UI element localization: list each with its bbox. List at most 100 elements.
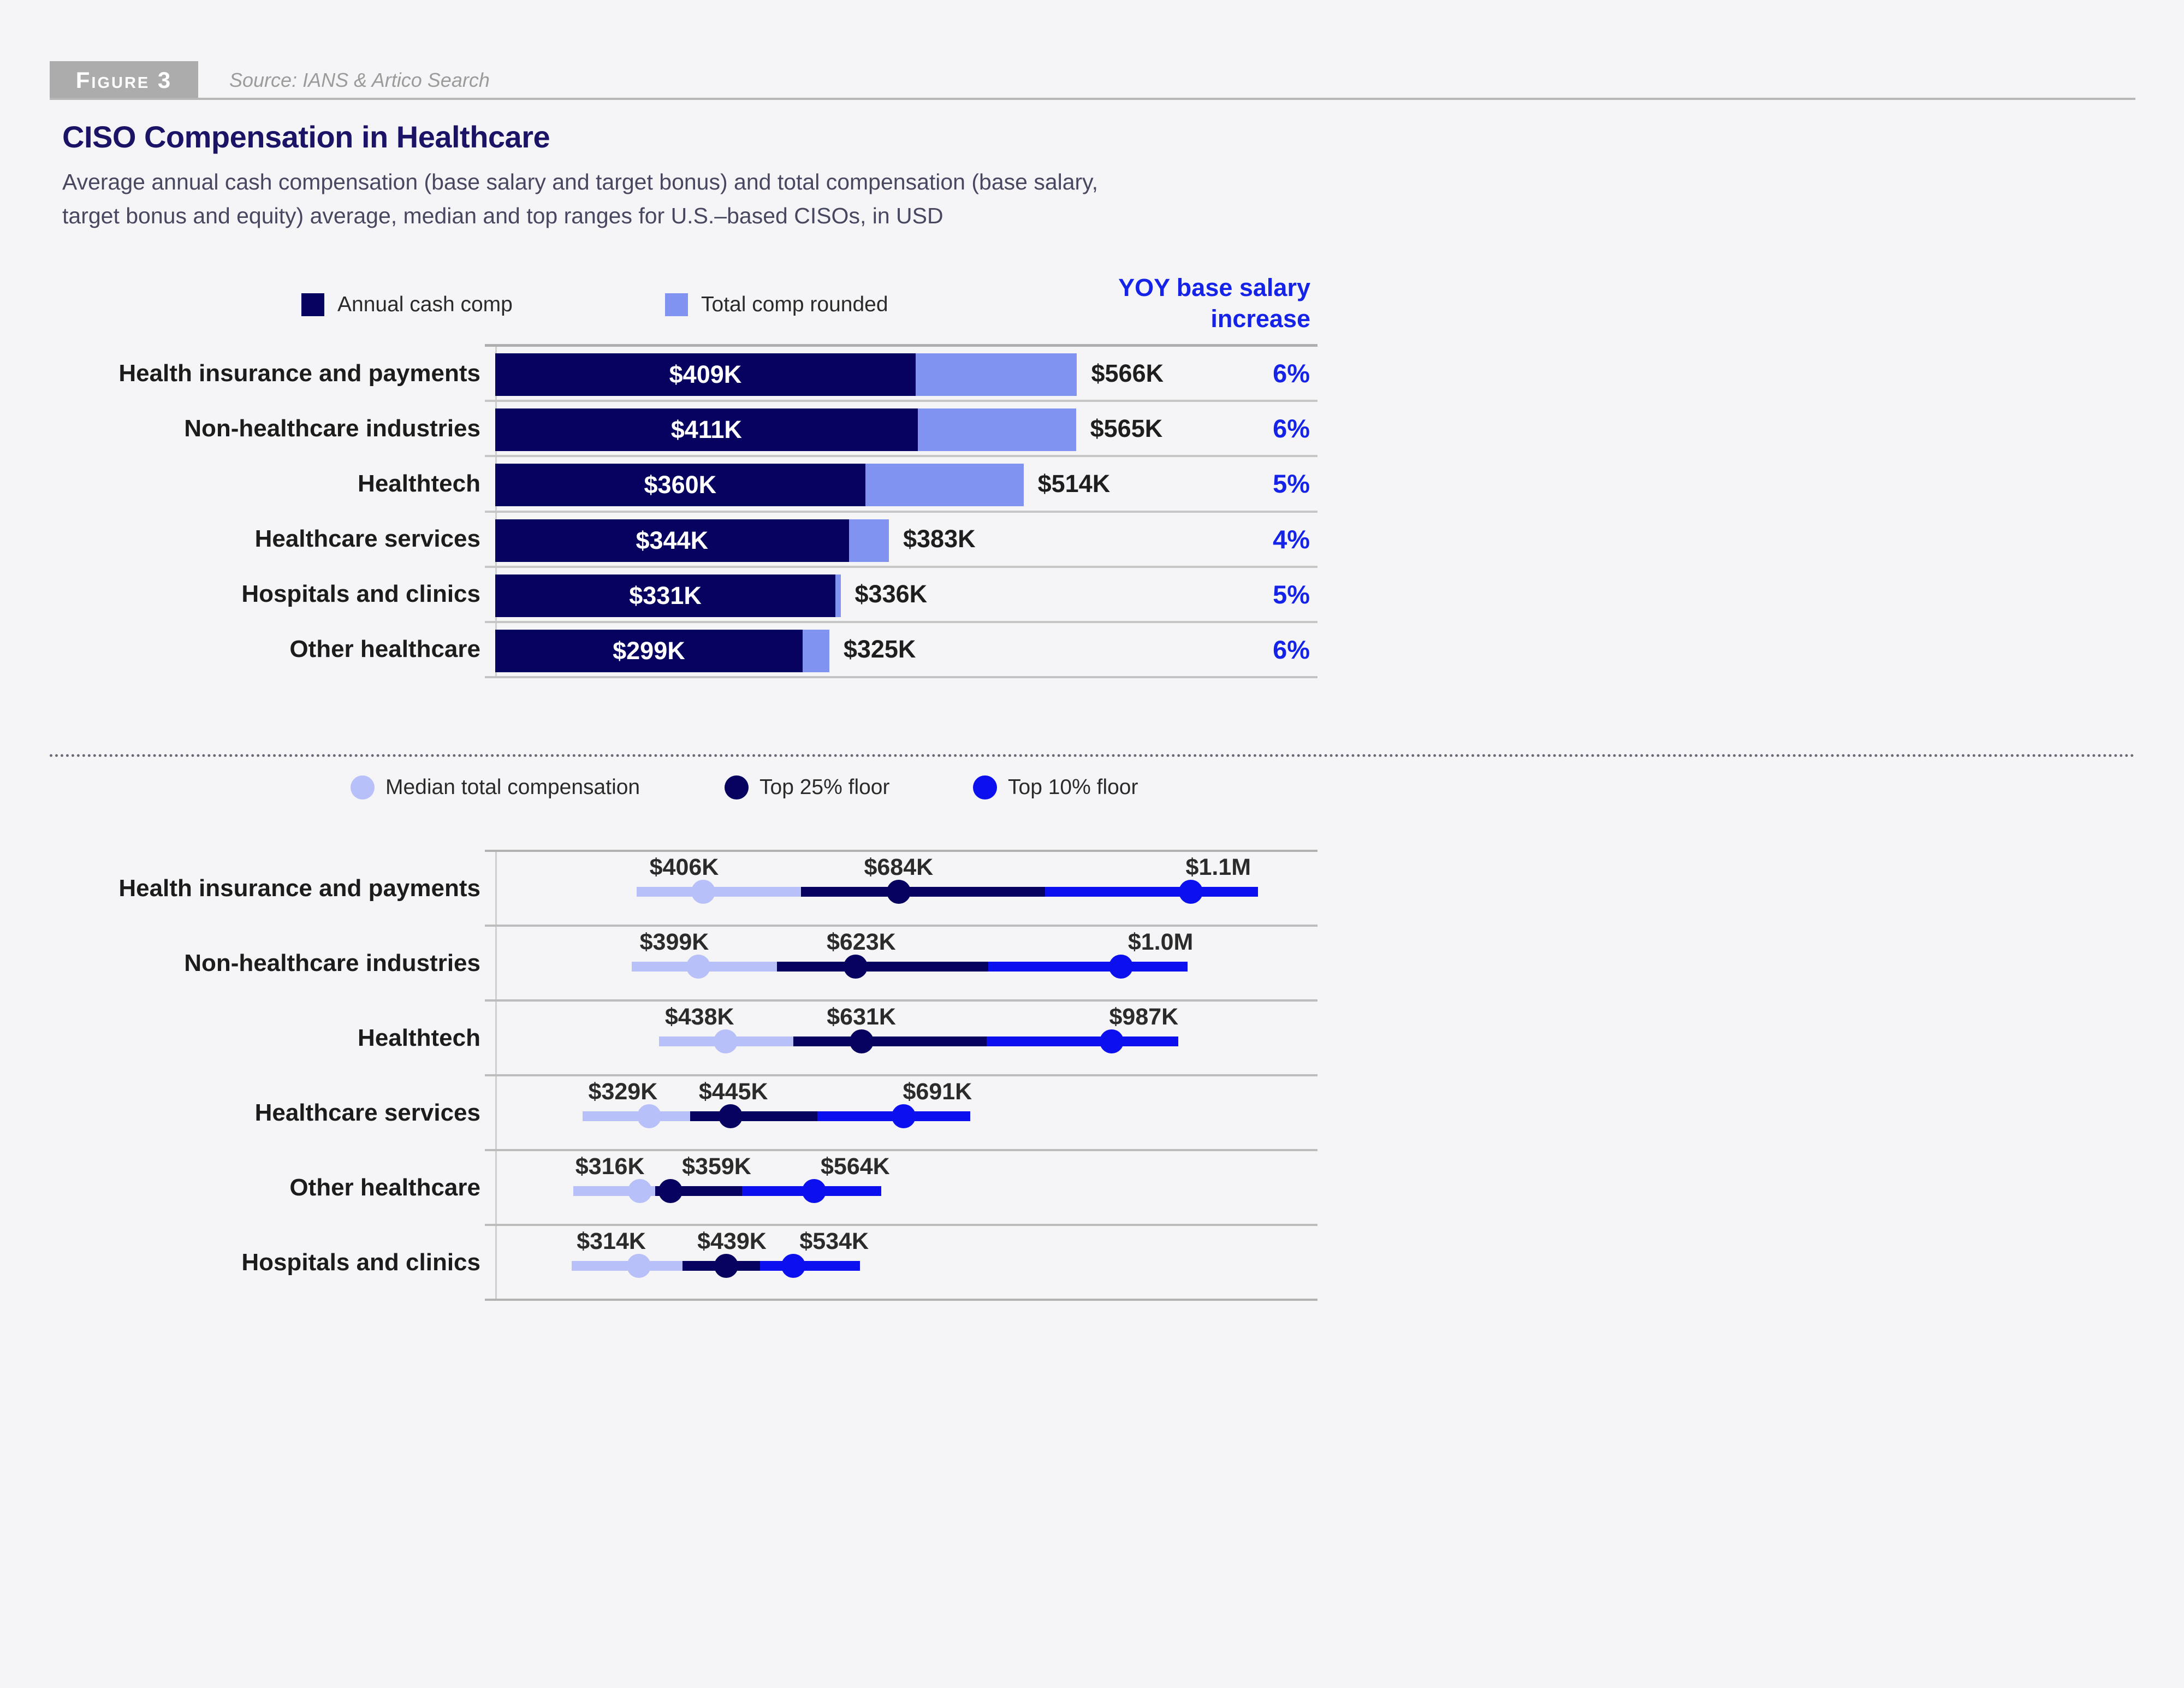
median-value-label: $406K [649, 854, 719, 880]
range-row: Other healthcare $316K $359K $564K [289, 1151, 1317, 1226]
top-25-dot-swatch-icon [725, 775, 749, 799]
annual-cash-value-label: $331K [629, 581, 702, 609]
median-dot [691, 880, 715, 904]
median-range-segment [582, 1111, 690, 1121]
total-comp-rounded-swatch-icon [665, 293, 688, 316]
page-subtitle: Average annual cash compensation (base s… [62, 165, 1098, 233]
median-value-label: $438K [664, 1004, 734, 1030]
bar-row: Non-healthcare industries $411K $565K 6% [184, 402, 1317, 458]
top10-range-segment [988, 962, 1188, 972]
annual-cash-comp-swatch-icon [301, 293, 324, 316]
subtitle-line-1: Average annual cash compensation (base s… [62, 169, 1099, 194]
bar-row-label: Non-healthcare industries [184, 414, 480, 442]
top25-dot [844, 955, 868, 979]
yoy-value: 5% [1273, 469, 1310, 499]
bar-chart-rows: Health insurance and payments $409K $566K 6… [118, 347, 1317, 676]
bar-chart: Health insurance and payments $409K $566K 6… [118, 344, 1317, 678]
legend-total-comp-rounded-label: Total comp rounded [701, 293, 888, 316]
top10-value-label: $1.0M [1127, 929, 1194, 955]
median-dot [626, 1254, 651, 1278]
range-row-label: Healthtech [358, 1024, 480, 1051]
range-row: Hospitals and clinics $314K $439K $534K [241, 1226, 1317, 1299]
annual-cash-value-label: $299K [613, 636, 685, 665]
legend-top-10-floor: Top 10% floor [973, 773, 1138, 802]
yoy-header-line-2: increase [1210, 305, 1310, 333]
annual-cash-value-label: $344K [636, 526, 709, 554]
median-value-label: $399K [639, 929, 709, 955]
legend-annual-cash-comp-label: Annual cash comp [337, 293, 513, 316]
top10-dot [1099, 1029, 1124, 1053]
page-title: CISO Compensation in Healthcare [62, 120, 550, 154]
top25-range-segment [793, 1037, 987, 1046]
range-row: Healthtech $438K $631K $987K [358, 1002, 1317, 1076]
top25-value-label: $439K [697, 1228, 767, 1254]
legend-top-10-label: Top 10% floor [1008, 775, 1138, 799]
top10-value-label: $987K [1109, 1004, 1179, 1030]
top25-value-label: $445K [698, 1079, 768, 1105]
bar-row-label: Hospitals and clinics [241, 581, 480, 608]
range-row: Health insurance and payments $406K $684K $… [118, 852, 1317, 927]
top10-value-label: $534K [799, 1228, 869, 1254]
median-value-label: $314K [577, 1228, 646, 1254]
yoy-value: 4% [1273, 524, 1310, 554]
median-value-label: $316K [575, 1153, 645, 1180]
median-value-label: $329K [588, 1079, 658, 1105]
top25-dot [886, 880, 911, 904]
bar-row-label: Other healthcare [289, 636, 480, 663]
median-dot [628, 1179, 652, 1203]
top25-dot [714, 1254, 739, 1278]
top10-value-label: $564K [821, 1153, 890, 1180]
yoy-value: 6% [1273, 359, 1310, 388]
top10-range-segment [1044, 887, 1258, 897]
yoy-header-line-1: YOY base salary [1118, 274, 1310, 301]
bar-row: Healthtech $360K $514K 5% [358, 457, 1317, 513]
annual-cash-value-label: $409K [669, 360, 742, 388]
dot-range-chart-rows: Health insurance and payments $406K $684K $… [118, 852, 1317, 1299]
total-comp-value-label: $383K [903, 525, 976, 553]
legend-median-label: Median total compensation [385, 775, 640, 799]
top25-range-segment [800, 887, 1045, 897]
bar-row-label: Health insurance and payments [118, 359, 480, 387]
subtitle-line-2: target bonus and equity) average, median… [62, 203, 943, 228]
source-note: Source: IANS & Artico Search [229, 69, 490, 91]
top25-dot [849, 1029, 874, 1053]
header-rule [50, 98, 2135, 100]
median-dot-swatch-icon [351, 775, 375, 799]
top10-range-segment [986, 1037, 1179, 1046]
bar-row-label: Healthcare services [254, 525, 480, 553]
total-comp-value-label: $336K [854, 580, 928, 608]
bar-row-label: Healthtech [358, 470, 480, 497]
top25-value-label: $684K [864, 854, 934, 880]
yoy-value: 6% [1273, 414, 1310, 443]
total-comp-value-label: $325K [843, 635, 916, 664]
annual-cash-bar: $299K [495, 629, 803, 672]
top25-value-label: $631K [827, 1004, 896, 1030]
top25-range-segment [777, 962, 988, 972]
top10-dot [802, 1179, 827, 1203]
annual-cash-bar: $360K [495, 464, 865, 507]
yoy-value: 6% [1273, 635, 1310, 664]
bar-row: Hospitals and clinics $331K $336K 5% [241, 568, 1317, 623]
annual-cash-bar: $331K [495, 574, 836, 617]
top10-dot [781, 1254, 805, 1278]
annual-cash-value-label: $411K [670, 416, 742, 444]
range-row-label: Health insurance and payments [118, 874, 480, 902]
legend-annual-cash-comp: Annual cash comp [301, 291, 513, 319]
top10-range-segment [759, 1261, 860, 1271]
top-10-dot-swatch-icon [973, 775, 997, 799]
top10-value-label: $1.1M [1185, 854, 1251, 880]
total-comp-value-label: $566K [1091, 359, 1164, 387]
bar-row: Healthcare services $344K $383K 4% [255, 513, 1317, 568]
top10-dot [1179, 880, 1203, 904]
annual-cash-value-label: $360K [644, 471, 717, 499]
top25-dot [719, 1104, 743, 1128]
range-row-label: Other healthcare [289, 1174, 480, 1201]
dotted-divider [50, 754, 2135, 757]
top25-value-label: $359K [682, 1153, 751, 1180]
bar-row: Health insurance and payments $409K $566K 6… [118, 347, 1317, 402]
median-dot [714, 1029, 738, 1053]
range-row: Non-healthcare industries $399K $623K $1.0M [184, 927, 1317, 1002]
top10-value-label: $691K [903, 1079, 972, 1105]
median-dot [637, 1104, 661, 1128]
